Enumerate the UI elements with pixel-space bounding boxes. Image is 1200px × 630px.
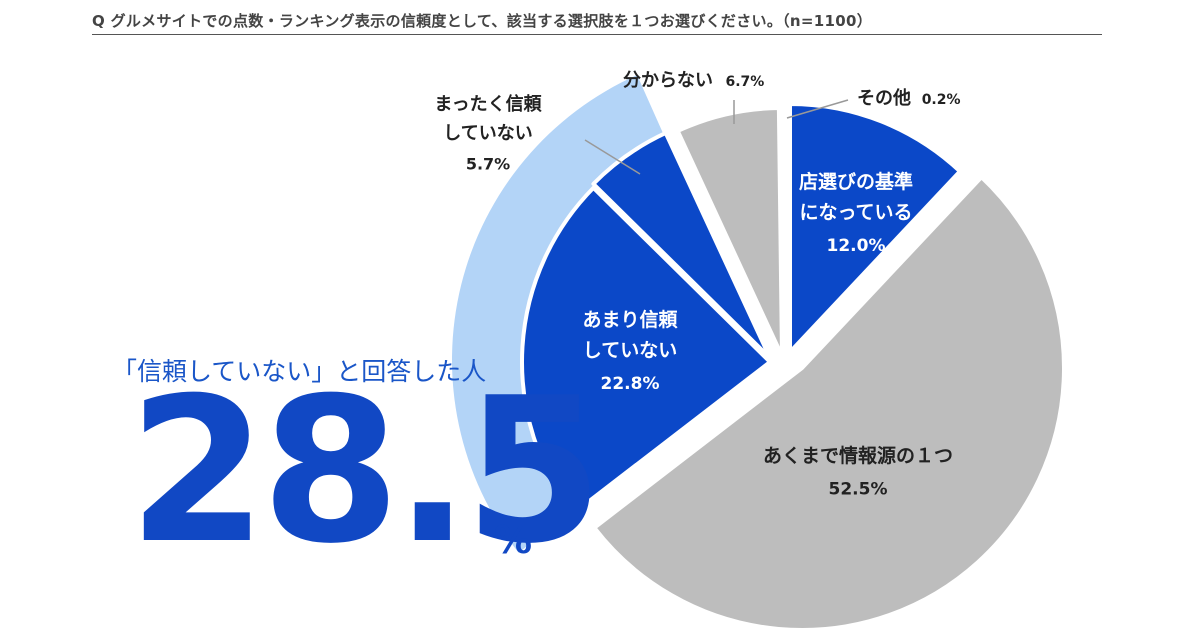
slice-label: あまり信頼 [582, 308, 678, 331]
callout-value: 28.5 [128, 355, 603, 588]
callout-label: 「信頼していない」と回答した人 [112, 357, 487, 386]
callout-unit: % [494, 518, 533, 562]
pie-slice [675, 106, 784, 358]
slice-value-label: 22.8% [601, 374, 660, 394]
leader-line-mattaku [584, 139, 641, 175]
slice-label: していない [583, 339, 677, 361]
slice-label: あくまで情報源の１つ [763, 444, 953, 467]
slice-label: になっている [799, 201, 912, 223]
slice-label: その他 [857, 87, 911, 109]
pie-slice [520, 185, 772, 516]
pie-slice [592, 175, 1067, 630]
pie-slice [778, 104, 786, 356]
slice-label: まったく信頼 [434, 93, 542, 115]
slice-value-label: 6.7% [726, 74, 765, 90]
question-text: Q グルメサイトでの点数・ランキング表示の信頼度として、該当する選択肢を１つお選… [92, 10, 1102, 35]
slice-value-label: 52.5% [829, 479, 888, 499]
slice-label: していない [443, 123, 532, 144]
slice-label: 店選びの基準 [799, 170, 913, 193]
pie-slice [591, 130, 772, 360]
leader-line-sonota [786, 99, 849, 119]
slice-value-label: 0.2% [922, 92, 961, 108]
slice-label: 分からない [623, 70, 713, 91]
pie-slice [788, 102, 962, 354]
slice-value-label: 5.7% [466, 155, 510, 174]
slice-value-label: 12.0% [827, 236, 886, 256]
